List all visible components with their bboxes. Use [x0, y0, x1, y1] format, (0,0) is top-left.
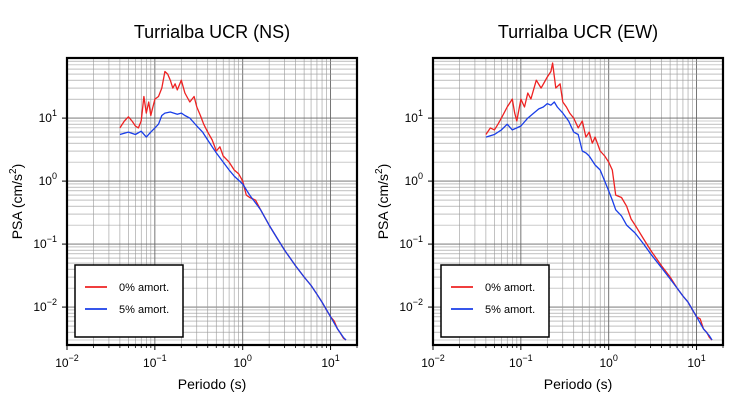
- x-tick-label: 100: [600, 353, 618, 370]
- tick-exponent: 1: [418, 108, 423, 118]
- legend: 0% amort. 5% amort.: [440, 264, 550, 338]
- legend-box: [440, 264, 550, 338]
- x-tick-label: 10−1: [143, 353, 167, 370]
- y-label-close: ): [375, 164, 391, 169]
- y-label-superscript: 2: [8, 168, 19, 174]
- tick-exponent: −1: [413, 234, 423, 244]
- y-label-text: PSA (cm/s: [9, 174, 25, 239]
- plot-frame: [65, 56, 359, 347]
- series-line-blue: [119, 111, 347, 341]
- tick-base: 10: [33, 300, 47, 314]
- tick-base: 10: [321, 356, 335, 370]
- legend-box: [74, 264, 184, 338]
- tick-exponent: 0: [247, 353, 252, 363]
- tick-base: 10: [600, 356, 614, 370]
- tick-base: 10: [509, 356, 523, 370]
- series-line-blue: [485, 101, 713, 341]
- y-label-superscript: 2: [374, 168, 385, 174]
- chart-panel-1: Turrialba UCR (NS)10−2 10−1 100 10110−210−1…: [8, 22, 359, 392]
- legend-label: 0% amort.: [485, 282, 535, 294]
- tick-base: 10: [39, 174, 53, 188]
- tick-exponent: −1: [47, 234, 57, 244]
- x-tick-label: 10−2: [55, 353, 79, 370]
- tick-base: 10: [399, 300, 413, 314]
- tick-base: 10: [687, 356, 701, 370]
- y-tick-label: 100: [39, 171, 57, 188]
- tick-exponent: 1: [52, 108, 57, 118]
- tick-base: 10: [399, 237, 413, 251]
- x-tick-label: 10−1: [509, 353, 533, 370]
- tick-exponent: 1: [701, 353, 706, 363]
- tick-exponent: 1: [335, 353, 340, 363]
- x-tick-label: 10−2: [421, 353, 445, 370]
- y-tick-label: 101: [405, 108, 423, 125]
- x-axis-label: Periodo (s): [544, 376, 612, 392]
- chart-panel-2: Turrialba UCR (EW)10−2 10−1 100 10110−210−1…: [374, 22, 725, 392]
- y-tick-label: 10−1: [33, 234, 57, 251]
- tick-base: 10: [143, 356, 157, 370]
- plot-frame: [431, 56, 725, 347]
- y-axis-label: PSA (cm/s2): [374, 164, 391, 240]
- y-label-close: ): [9, 164, 25, 169]
- tick-exponent: −2: [435, 353, 445, 363]
- tick-base: 10: [39, 111, 53, 125]
- tick-exponent: −2: [47, 297, 57, 307]
- tick-base: 10: [405, 174, 419, 188]
- tick-base: 10: [234, 356, 248, 370]
- y-tick-label: 10−2: [399, 297, 423, 314]
- tick-exponent: −2: [413, 297, 423, 307]
- tick-exponent: 0: [613, 353, 618, 363]
- tick-exponent: −1: [156, 353, 166, 363]
- tick-base: 10: [405, 111, 419, 125]
- legend-label: 5% amort.: [485, 304, 535, 316]
- chart-title: Turrialba UCR (NS): [134, 22, 290, 42]
- x-tick-label: 101: [321, 353, 339, 370]
- x-axis-label: Periodo (s): [178, 376, 246, 392]
- y-tick-label: 10−1: [399, 234, 423, 251]
- tick-exponent: 0: [52, 171, 57, 181]
- legend-label: 0% amort.: [119, 282, 169, 294]
- x-tick-label: 100: [234, 353, 252, 370]
- y-tick-label: 101: [39, 108, 57, 125]
- y-tick-label: 100: [405, 171, 423, 188]
- x-tick-label: 101: [687, 353, 705, 370]
- y-label-text: PSA (cm/s: [375, 174, 391, 239]
- tick-exponent: −1: [522, 353, 532, 363]
- tick-exponent: −2: [69, 353, 79, 363]
- legend: 0% amort. 5% amort.: [74, 264, 184, 338]
- chart-title: Turrialba UCR (EW): [498, 22, 658, 42]
- legend-label: 5% amort.: [119, 304, 169, 316]
- tick-base: 10: [55, 356, 69, 370]
- tick-exponent: 0: [418, 171, 423, 181]
- y-axis-label: PSA (cm/s2): [8, 164, 25, 240]
- tick-base: 10: [33, 237, 47, 251]
- y-tick-label: 10−2: [33, 297, 57, 314]
- tick-base: 10: [421, 356, 435, 370]
